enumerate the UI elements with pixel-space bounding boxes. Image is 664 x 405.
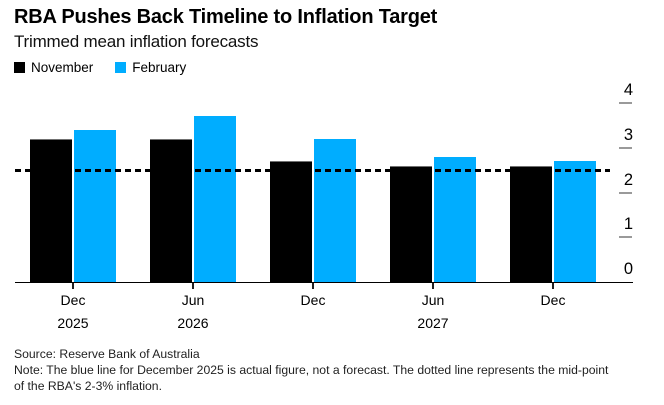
y-axis-label: 3 bbox=[623, 125, 633, 144]
y-axis-tick bbox=[619, 102, 632, 104]
legend-swatch-november-icon bbox=[14, 62, 25, 73]
x-axis-label-month: Dec bbox=[300, 292, 326, 308]
x-axis-line bbox=[15, 281, 633, 283]
y-axis-tick bbox=[619, 236, 632, 239]
x-axis-tick bbox=[552, 283, 554, 289]
y-axis-label: 1 bbox=[623, 215, 633, 234]
note-text: Note: The blue line for December 2025 is… bbox=[14, 363, 609, 393]
bar-november-jun-2027 bbox=[390, 165, 432, 282]
chart-subtitle: Trimmed mean inflation forecasts bbox=[14, 32, 259, 51]
y-axis-label: 0 bbox=[623, 260, 633, 278]
legend-label-november: November bbox=[31, 60, 94, 75]
x-axis-label-month: Jun bbox=[181, 292, 205, 308]
bar-february-dec-2026 bbox=[314, 138, 356, 282]
x-axis-label-year: 2026 bbox=[177, 315, 209, 331]
x-axis-tick bbox=[192, 283, 194, 289]
x-axis-label-month: Dec bbox=[540, 292, 566, 308]
legend-item-november: November bbox=[14, 60, 93, 75]
x-axis-label-year: 2027 bbox=[417, 315, 449, 331]
bar-november-dec-2025 bbox=[30, 138, 72, 282]
bar-february-jun-2026 bbox=[194, 116, 236, 282]
footer: Source: Reserve Bank of Australia Note: … bbox=[14, 346, 626, 394]
target-midpoint-dashed-line bbox=[15, 169, 610, 172]
x-axis-tick bbox=[432, 283, 434, 289]
y-axis-tick bbox=[619, 191, 632, 194]
bar-november-dec-2026 bbox=[270, 161, 312, 282]
bar-february-jun-2027 bbox=[434, 156, 476, 282]
chart-title: RBA Pushes Back Timeline to Inflation Ta… bbox=[14, 6, 438, 28]
legend: November February bbox=[14, 60, 186, 75]
y-axis-label: 4 bbox=[623, 81, 633, 99]
x-axis-tick bbox=[72, 283, 74, 289]
x-axis-label-month: Dec bbox=[60, 292, 86, 308]
y-axis-tick bbox=[619, 146, 632, 149]
source-text: Source: Reserve Bank of Australia bbox=[14, 347, 200, 361]
legend-label-february: February bbox=[132, 60, 187, 75]
bar-february-dec-2027 bbox=[554, 161, 596, 282]
bar-february-dec-2025 bbox=[74, 129, 116, 282]
bar-november-jun-2026 bbox=[150, 138, 192, 282]
legend-swatch-february-icon bbox=[115, 62, 127, 73]
y-axis-label: 2 bbox=[623, 170, 633, 189]
x-axis-tick bbox=[312, 283, 314, 289]
x-axis-label-year: 2025 bbox=[57, 315, 89, 331]
legend-item-february: February bbox=[115, 60, 186, 75]
bar-november-dec-2027 bbox=[510, 165, 552, 282]
x-axis-label-month: Jun bbox=[421, 292, 445, 308]
